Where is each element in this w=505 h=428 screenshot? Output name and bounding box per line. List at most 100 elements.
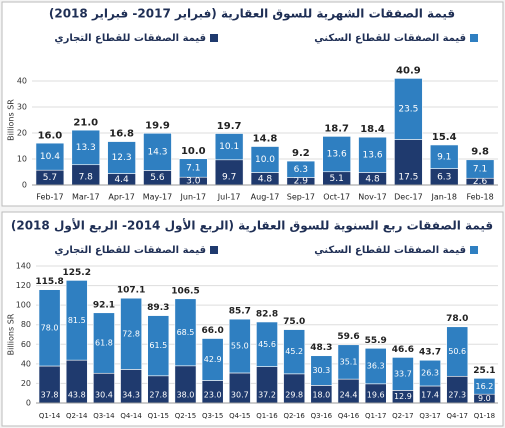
legend-swatch bbox=[210, 246, 218, 254]
segment-label: 13.3 bbox=[76, 143, 96, 153]
total-label: 78.0 bbox=[446, 314, 468, 324]
segment-label: 30.3 bbox=[312, 366, 330, 375]
segment-label: 2.6 bbox=[473, 177, 488, 187]
total-label: 18.7 bbox=[324, 123, 349, 134]
y-tick-label: 40 bbox=[17, 77, 27, 86]
legend-label: قيمة الصفقات للقطاع السكني bbox=[314, 33, 466, 44]
segment-label: 10.1 bbox=[219, 142, 239, 152]
segment-label: 61.5 bbox=[149, 341, 167, 350]
x-tick-label: Q3-17 bbox=[419, 412, 440, 420]
total-label: 92.1 bbox=[93, 300, 115, 310]
bar-segment bbox=[286, 160, 316, 178]
segment-label: 30.4 bbox=[95, 391, 113, 400]
segment-label: 81.5 bbox=[68, 316, 86, 325]
segment-label: 9.1 bbox=[437, 152, 451, 162]
y-tick-label: 0 bbox=[26, 399, 31, 408]
x-tick-label: Q1-17 bbox=[365, 412, 386, 420]
bar-segment bbox=[256, 321, 278, 367]
x-tick-label: Q4-15 bbox=[229, 412, 250, 420]
total-label: 66.0 bbox=[202, 326, 224, 336]
total-label: 10.0 bbox=[181, 146, 206, 157]
bar-segment bbox=[120, 297, 143, 370]
y-tick-label: 140 bbox=[16, 262, 31, 271]
bar-segment bbox=[250, 146, 280, 173]
segment-label: 7.1 bbox=[186, 163, 200, 173]
segment-label: 23.0 bbox=[204, 391, 222, 400]
legend-label: قيمة الصفقات للقطاع التجاري bbox=[54, 245, 206, 256]
y-tick-label: 0 bbox=[22, 181, 27, 190]
total-label: 82.8 bbox=[256, 309, 278, 319]
bar-segment bbox=[364, 347, 387, 385]
total-label: 59.6 bbox=[337, 332, 359, 342]
segment-label: 37.2 bbox=[258, 391, 276, 400]
x-tick-label: Q2-16 bbox=[283, 412, 305, 420]
bar-segment bbox=[143, 132, 172, 171]
legend-label: قيمة الصفقات للقطاع التجاري bbox=[54, 33, 206, 44]
bar-segment bbox=[179, 158, 208, 178]
segment-label: 2.9 bbox=[294, 177, 309, 187]
bar-segment bbox=[391, 357, 414, 391]
bar-segment bbox=[429, 144, 459, 169]
y-tick-label: 20 bbox=[17, 129, 27, 138]
x-tick-label: Q2-17 bbox=[392, 412, 413, 420]
total-label: 9.2 bbox=[292, 148, 310, 159]
total-label: 19.9 bbox=[145, 120, 170, 131]
total-label: 107.1 bbox=[117, 286, 145, 296]
segment-label: 17.4 bbox=[421, 391, 439, 400]
legend-swatch bbox=[210, 34, 218, 42]
segment-label: 55.0 bbox=[231, 342, 249, 351]
segment-label: 42.9 bbox=[204, 355, 222, 364]
bar-segment bbox=[337, 344, 360, 380]
bar-segment bbox=[35, 142, 65, 171]
bar-segment bbox=[358, 136, 387, 173]
x-tick-label: Q3-14 bbox=[93, 412, 115, 420]
segment-label: 37.8 bbox=[41, 391, 59, 400]
total-label: 89.3 bbox=[147, 303, 169, 313]
segment-label: 13.6 bbox=[327, 150, 347, 160]
segment-label: 5.1 bbox=[330, 174, 344, 184]
y-tick-label: 20 bbox=[21, 379, 31, 388]
x-tick-label: Q1-14 bbox=[39, 412, 61, 420]
segment-label: 61.8 bbox=[95, 339, 113, 348]
segment-label: 34.3 bbox=[122, 391, 140, 400]
legend-label: قيمة الصفقات للقطاع السكني bbox=[314, 245, 466, 256]
segment-label: 13.6 bbox=[363, 150, 383, 160]
bar-segment bbox=[214, 133, 244, 161]
chart-title: قيمة الصفقات الشهرية للسوق العقارية (فبر… bbox=[49, 7, 455, 22]
legend-swatch bbox=[470, 246, 478, 254]
x-tick-label: Mar-17 bbox=[72, 193, 100, 202]
x-tick-label: Q3-15 bbox=[202, 412, 223, 420]
x-tick-label: Jun-17 bbox=[180, 193, 207, 202]
y-axis-label: Billions SR bbox=[7, 99, 16, 141]
total-label: 106.5 bbox=[171, 286, 199, 296]
total-label: 40.9 bbox=[396, 66, 421, 77]
segment-label: 78.0 bbox=[41, 323, 59, 332]
x-tick-label: Feb-17 bbox=[36, 193, 63, 202]
segment-label: 12.9 bbox=[394, 392, 412, 401]
x-tick-label: Q4-16 bbox=[338, 412, 360, 420]
bar-segment bbox=[71, 129, 101, 166]
bar-segment bbox=[419, 359, 441, 387]
y-tick-label: 30 bbox=[17, 103, 27, 112]
total-label: 115.8 bbox=[35, 277, 63, 287]
x-tick-label: Aug-17 bbox=[251, 193, 280, 202]
x-tick-label: May-17 bbox=[143, 193, 172, 202]
x-tick-label: Sep-17 bbox=[287, 193, 315, 202]
x-tick-label: Q1-15 bbox=[148, 412, 169, 420]
bar-segment bbox=[38, 289, 61, 367]
bar-segment bbox=[107, 141, 136, 174]
legend-swatch bbox=[470, 34, 478, 42]
segment-label: 27.3 bbox=[448, 391, 466, 400]
total-label: 125.2 bbox=[63, 268, 91, 278]
total-label: 43.7 bbox=[419, 348, 441, 358]
y-tick-label: 40 bbox=[21, 359, 31, 368]
x-tick-label: Q4-14 bbox=[120, 412, 142, 420]
bar-segment bbox=[93, 312, 115, 374]
segment-label: 3.0 bbox=[186, 177, 201, 187]
y-tick-label: 120 bbox=[16, 281, 31, 290]
x-tick-label: Feb-18 bbox=[466, 193, 493, 202]
segment-label: 10.4 bbox=[40, 152, 60, 162]
segment-label: 68.5 bbox=[177, 328, 195, 337]
x-tick-label: Q1-18 bbox=[474, 412, 495, 420]
